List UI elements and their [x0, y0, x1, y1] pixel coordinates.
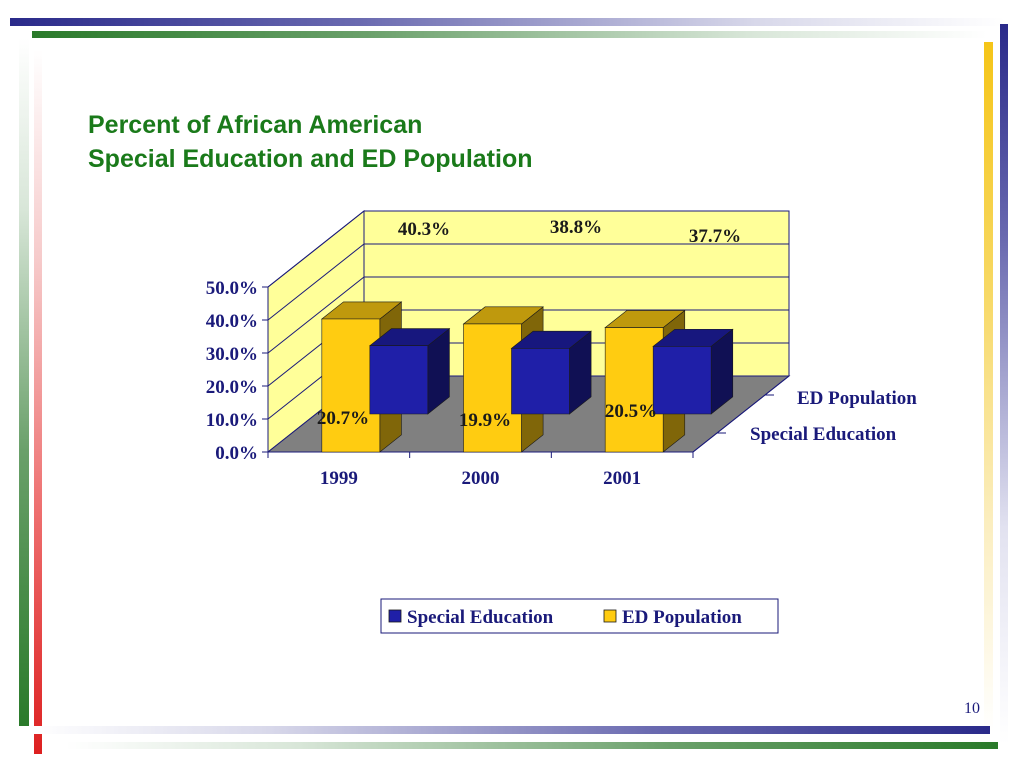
x-tick-label: 1999 [320, 468, 358, 489]
decorative-top-navy-stripe [10, 18, 1005, 26]
chart-legend: Special Education ED Population [380, 598, 779, 634]
legend-label: Special Education [407, 607, 554, 628]
slide-title-line-1: Percent of African American [88, 111, 423, 139]
decorative-left-green-stripe [19, 38, 29, 726]
y-tick-label: 50.0% [206, 278, 258, 299]
x-tick-label: 2000 [462, 468, 500, 489]
legend-swatch [388, 609, 402, 623]
decorative-right-navy-stripe [1000, 24, 1008, 744]
bar-ed-population [604, 327, 664, 453]
data-label: 20.7% [317, 408, 369, 429]
decorative-top-green-stripe [32, 31, 987, 38]
bar-special-education [652, 346, 712, 415]
slide-title-line-2: Special Education and ED Population [88, 145, 533, 173]
x-tick-label: 2001 [603, 468, 641, 489]
y-tick-label: 10.0% [206, 410, 258, 431]
decorative-bottom-navy-stripe [30, 726, 990, 734]
data-label: 40.3% [398, 219, 450, 240]
chart-gridline [267, 210, 789, 288]
bar-special-education [369, 345, 429, 415]
decorative-left-red-stripe [34, 50, 42, 754]
slide-title: Percent of African American Special Educ… [88, 108, 533, 176]
chart-gridline [267, 276, 789, 354]
data-label: 19.9% [459, 410, 511, 431]
y-tick-label: 30.0% [206, 344, 258, 365]
data-label: 38.8% [550, 217, 602, 238]
decorative-right-gold-stripe [984, 42, 993, 732]
depth-axis-line [692, 375, 790, 453]
legend-box [380, 598, 779, 634]
legend-label: ED Population [622, 607, 742, 628]
y-tick-label: 0.0% [215, 443, 258, 464]
depth-axis-label: Special Education [750, 424, 897, 445]
legend-swatch [603, 609, 617, 623]
data-label: 20.5% [605, 401, 657, 422]
page-number: 10 [964, 700, 980, 717]
decorative-bottom-green-stripe [66, 742, 998, 749]
bar-ed-population [463, 323, 522, 453]
depth-axis-label: ED Population [797, 388, 917, 409]
y-tick-label: 20.0% [206, 377, 258, 398]
y-tick-label: 40.0% [206, 311, 258, 332]
chart-gridline [267, 243, 789, 321]
data-label: 37.7% [689, 226, 741, 247]
bar-ed-population [321, 318, 381, 453]
bar-special-education [511, 348, 570, 415]
